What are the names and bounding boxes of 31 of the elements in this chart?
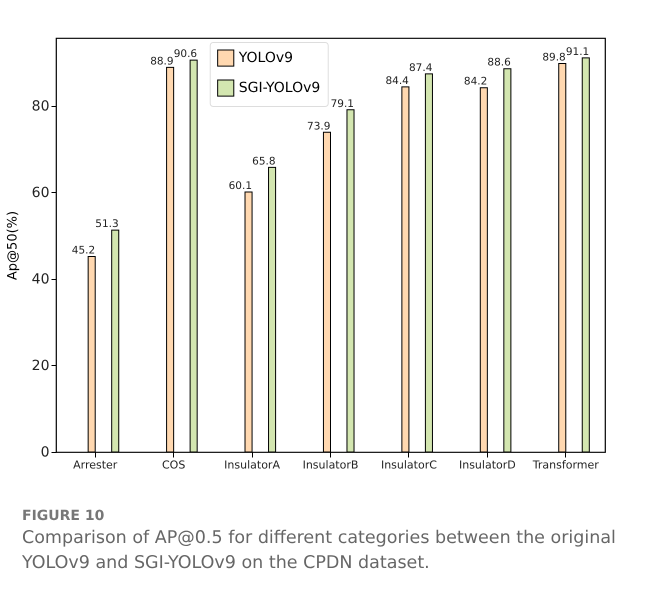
data-label: 91.1 [566,46,590,58]
y-axis-title: Ap@50(%) [6,210,21,280]
x-tick-label: InsulatorA [224,458,280,472]
text: Comparison of AP@0.5 for different categories between the original YOLOv9 and SGI-YOLOv9 on the CPDN dataset. [22,527,617,575]
data-label: 65.8 [252,155,276,168]
data-label: 89.8 [542,52,566,64]
x-tick-label: COS [162,458,186,472]
data-label: 51.3 [95,218,119,230]
legend-label: SGI-YOLOv9 [238,80,320,96]
data-label: 79.1 [330,98,354,110]
data-label: 73.9 [307,120,330,132]
x-tick-label: Transformer [532,458,600,472]
legend-label: YOLOv9 [238,50,294,66]
caption: FIGURE 10 [22,508,106,524]
y-tick-label: 40 [32,271,50,288]
data-label: 45.2 [72,244,96,256]
x-tick-label: InsulatorB [302,458,358,472]
data-label: 87.4 [409,62,433,74]
y-tick-label: 20 [32,358,50,374]
x-tick-label: InsulatorD [458,458,516,472]
y-tick-label: 0 [40,444,50,460]
data-label: 88.9 [150,55,174,68]
data-label: 88.6 [487,56,512,69]
y-tick-label: 60 [32,184,50,201]
data-label: 84.4 [385,74,410,87]
x-tick-label: Arrester [73,458,118,472]
data-label: 84.2 [464,76,488,88]
data-label: 90.6 [174,48,198,60]
x-tick-label: InsulatorC [380,458,438,472]
data-label: 60.1 [228,180,252,192]
y-tick-label: 80 [32,98,50,114]
